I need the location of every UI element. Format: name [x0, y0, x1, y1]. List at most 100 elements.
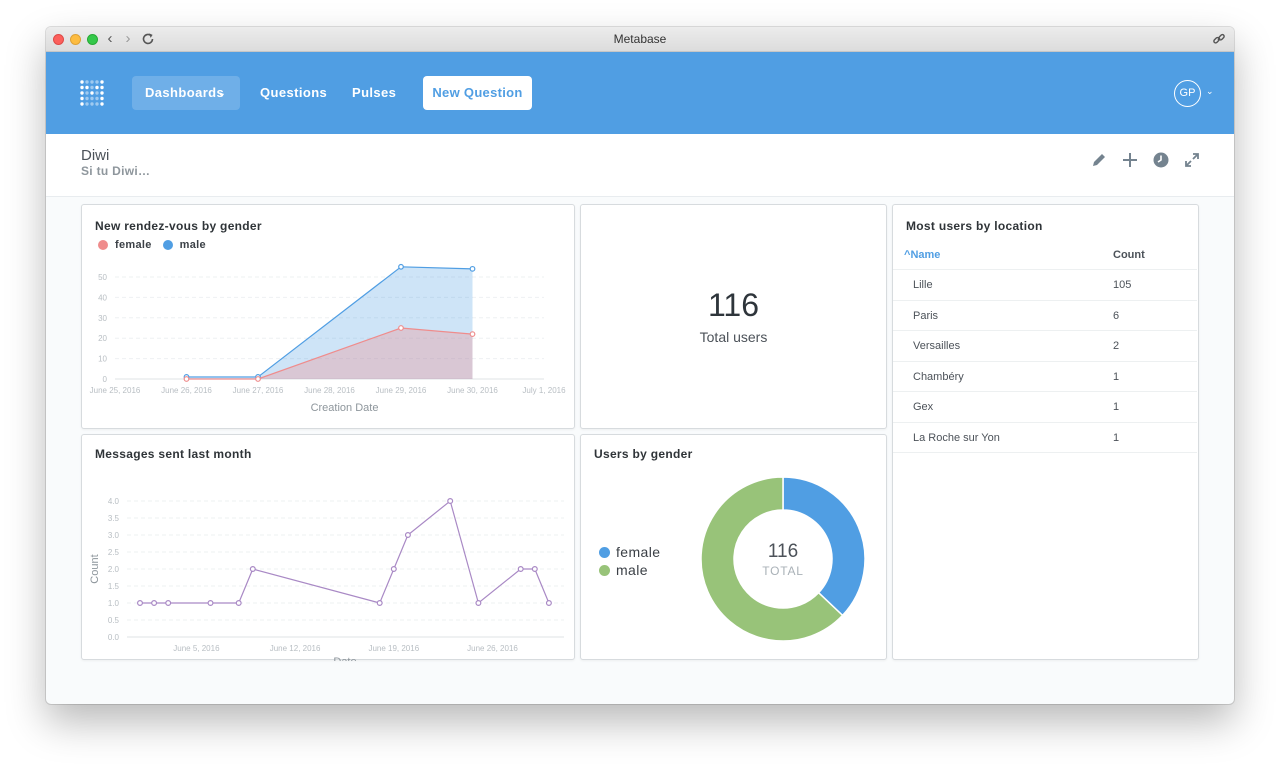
legend-label: female	[115, 239, 152, 251]
reload-icon[interactable]	[141, 32, 155, 46]
y-tick-label: 4.0	[108, 497, 120, 506]
table-row[interactable]: Paris 6	[893, 301, 1197, 331]
data-point	[390, 566, 397, 573]
legend-dot	[98, 240, 108, 250]
nav-dashboards[interactable]: Dashboards ⌄	[132, 76, 240, 110]
nav-questions[interactable]: Questions	[260, 85, 328, 100]
column-header-count[interactable]: Count	[1113, 249, 1145, 261]
y-tick-label: 10	[98, 355, 107, 364]
gender-donut-chart[interactable]	[581, 435, 888, 661]
table-row[interactable]: Gex 1	[893, 392, 1197, 423]
messages-line-chart[interactable]: 0.0 0.5 1.0 1.5 2.0 2.5 3.0 3.5 4.0 June 5, 2016 J…	[82, 435, 576, 661]
total-users-value[interactable]: 116	[707, 287, 759, 323]
card-title: Users by gender	[594, 447, 693, 461]
x-tick-label: June 26, 2016	[467, 644, 518, 653]
dashboard-description: Si tu Diwi…	[81, 164, 151, 178]
plus-icon[interactable]	[1121, 151, 1139, 169]
nav-dashboards-label: Dashboards	[145, 85, 225, 100]
messages-card[interactable]: Messages sent last month 0.0 0.5 1.0 1.5 2.0…	[81, 434, 576, 661]
legend-item-female[interactable]: female	[98, 239, 152, 251]
legend-label: male	[616, 562, 648, 578]
data-point	[376, 600, 383, 607]
nav-pulses[interactable]: Pulses	[352, 85, 397, 100]
x-axis-label: Date	[333, 656, 356, 661]
legend-item-female[interactable]: female	[599, 543, 660, 561]
cell-name: Chambéry	[913, 370, 964, 383]
column-header-name[interactable]: ^Name	[904, 242, 940, 268]
cell-count: 105	[1113, 279, 1132, 291]
legend-item-male[interactable]: male	[162, 239, 206, 251]
y-tick-label: 20	[98, 334, 107, 343]
forward-arrow-icon[interactable]: ›	[125, 30, 131, 47]
cell-name: Lille	[913, 279, 933, 291]
data-point-female	[398, 325, 404, 331]
y-tick-label: 40	[98, 293, 107, 302]
data-point	[249, 566, 256, 573]
legend-item-male[interactable]: male	[599, 561, 660, 579]
x-tick-label: June 26, 2016	[161, 386, 212, 395]
data-point-female	[255, 376, 261, 382]
cell-count: 6	[1113, 309, 1120, 322]
x-tick-label: June 30, 2016	[447, 386, 498, 395]
data-point-male	[469, 265, 476, 272]
x-tick-label: June 29, 2016	[376, 386, 427, 395]
legend-dot	[162, 240, 173, 250]
locations-card[interactable]: Most users by location ^Name Count Lille…	[892, 204, 1199, 660]
browser-window: ‹ › Metabase	[46, 27, 1234, 704]
dashboard-title: Diwi	[81, 147, 110, 164]
y-tick-label: 2.5	[108, 548, 120, 557]
back-arrow-icon[interactable]: ‹	[107, 30, 113, 47]
chevron-down-icon[interactable]: ⌄	[1206, 86, 1214, 96]
donut-slice-female	[782, 476, 866, 617]
dashboard-header: Diwi Si tu Diwi…	[46, 134, 1234, 197]
link-icon[interactable]	[1212, 32, 1226, 46]
table-row[interactable]: Versailles 2	[893, 331, 1197, 362]
x-tick-label: June 25, 2016	[90, 386, 141, 395]
table-row[interactable]: Lille 105	[893, 270, 1197, 301]
close-window-button[interactable]	[53, 34, 64, 45]
cell-name: La Roche sur Yon	[913, 431, 1000, 444]
maximize-window-button[interactable]	[87, 34, 98, 45]
new-question-button[interactable]: New Question	[423, 76, 532, 110]
data-point-female	[469, 331, 476, 338]
gender-card[interactable]: Users by gender female male 116 TOTAL	[580, 434, 887, 660]
pencil-icon[interactable]	[1090, 151, 1108, 169]
series-line	[140, 499, 550, 605]
data-point	[545, 600, 552, 607]
data-point	[207, 600, 214, 607]
sort-ascending-icon: ^	[904, 249, 911, 261]
data-point	[475, 600, 482, 607]
metabase-logo-icon[interactable]	[80, 80, 104, 106]
y-tick-label: 0.5	[108, 616, 120, 625]
fullscreen-icon[interactable]	[1183, 151, 1201, 169]
table-row[interactable]: La Roche sur Yon 1	[893, 423, 1197, 453]
total-users-card[interactable]: 116 Total users	[580, 204, 887, 429]
card-title: New rendez-vous by gender	[95, 219, 262, 233]
user-avatar[interactable]: GP	[1174, 80, 1201, 107]
minimize-window-button[interactable]	[70, 34, 81, 45]
area-fill-male	[186, 266, 473, 379]
total-users-label: Total users	[699, 329, 768, 345]
table-row[interactable]: Chambéry 1	[893, 362, 1197, 392]
clock-icon[interactable]	[1152, 151, 1170, 169]
rendezvous-card[interactable]: New rendez-vous by gender female male 0 1…	[81, 204, 575, 429]
rendezvous-area-chart[interactable]: 0 10 20 30 40 50 June 25, 2016 June 26, 2016 Jun…	[82, 205, 576, 430]
data-point	[531, 566, 538, 573]
card-title: Messages sent last month	[95, 447, 252, 461]
y-tick-label: 1.0	[108, 599, 120, 608]
series-line-male	[186, 266, 473, 378]
data-point	[404, 531, 411, 538]
data-point-male	[398, 263, 404, 270]
x-tick-label: June 27, 2016	[233, 386, 284, 395]
y-tick-label: 2.0	[108, 565, 120, 574]
y-tick-label: 3.5	[108, 514, 120, 523]
data-point-female	[183, 376, 190, 382]
top-navigation: Dashboards ⌄ Questions Pulses New Questi…	[46, 52, 1234, 134]
x-axis-label: Creation Date	[311, 402, 379, 414]
data-point	[151, 600, 158, 607]
y-axis-label: Count	[89, 554, 101, 583]
legend-dot	[599, 564, 610, 576]
legend-label: male	[179, 239, 206, 251]
chart-legend: female male	[98, 239, 206, 251]
chevron-down-icon: ⌄	[218, 88, 226, 98]
